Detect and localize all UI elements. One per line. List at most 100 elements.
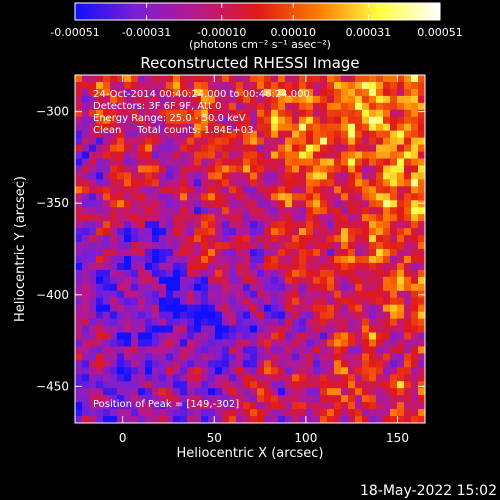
heatmap-cell	[397, 130, 405, 139]
heatmap-cell	[131, 116, 139, 125]
heatmap-cell	[236, 221, 244, 229]
heatmap-cell	[376, 137, 384, 145]
heatmap-cell	[236, 165, 244, 173]
heatmap-cell	[341, 165, 349, 173]
heatmap-cell	[152, 228, 160, 236]
heatmap-cell	[250, 207, 258, 215]
heatmap-cell	[278, 290, 286, 299]
heatmap-cell	[313, 381, 321, 389]
heatmap-cell	[152, 200, 160, 208]
heatmap-cell	[383, 193, 391, 201]
heatmap-cell	[89, 242, 97, 250]
heatmap-cell	[362, 339, 370, 347]
heatmap-cell	[131, 339, 139, 347]
heatmap-cell	[131, 346, 139, 354]
heatmap-cell	[376, 339, 384, 347]
heatmap-cell	[257, 402, 265, 410]
heatmap-cell	[103, 144, 111, 152]
heatmap-cell	[152, 242, 160, 250]
heatmap-cell	[348, 276, 356, 285]
heatmap-cell	[180, 249, 188, 257]
heatmap-cell	[96, 360, 104, 368]
heatmap-cell	[229, 360, 237, 368]
heatmap-cell	[117, 158, 125, 166]
heatmap-cell	[222, 416, 230, 423]
heatmap-cell	[82, 95, 90, 104]
heatmap-cell	[418, 214, 425, 222]
heatmap-cell	[362, 242, 370, 250]
heatmap-cell	[173, 214, 181, 222]
heatmap-cell	[320, 95, 328, 104]
heatmap-cell	[257, 75, 265, 83]
heatmap-cell	[236, 95, 244, 104]
heatmap-cell	[75, 221, 83, 229]
heatmap-cell	[264, 297, 272, 306]
heatmap-cell	[166, 262, 174, 271]
heatmap-cell	[89, 144, 97, 152]
heatmap-cell	[327, 179, 335, 187]
heatmap-cell	[236, 109, 244, 118]
heatmap-cell	[355, 388, 363, 396]
heatmap-cell	[327, 255, 335, 264]
heatmap-cell	[411, 186, 419, 194]
heatmap-cell	[306, 242, 314, 250]
heatmap-cell	[313, 75, 321, 83]
heatmap-cell	[138, 283, 146, 292]
heatmap-cell	[229, 374, 237, 382]
heatmap-cell	[117, 297, 125, 306]
heatmap-cell	[355, 200, 363, 208]
heatmap-cell	[152, 158, 160, 166]
heatmap-cell	[292, 304, 300, 313]
heatmap-cell	[145, 172, 153, 180]
heatmap-cell	[152, 416, 160, 423]
heatmap-cell	[138, 228, 146, 236]
heatmap-cell	[75, 116, 83, 125]
heatmap-cell	[96, 297, 104, 306]
heatmap-cell	[89, 193, 97, 201]
x-axis-title: Heliocentric X (arcsec)	[177, 446, 324, 461]
heatmap-cell	[194, 144, 202, 152]
heatmap-cell	[103, 75, 111, 83]
x-tick-label: 150	[386, 431, 409, 445]
heatmap-cell	[264, 276, 272, 285]
heatmap-cell	[348, 242, 356, 250]
heatmap-cell	[320, 409, 328, 417]
heatmap-cell	[334, 186, 342, 194]
heatmap-cell	[355, 179, 363, 187]
heatmap-cell	[376, 130, 384, 139]
heatmap-cell	[75, 81, 83, 90]
heatmap-cell	[334, 311, 342, 319]
heatmap-cell	[96, 276, 104, 285]
heatmap-cell	[159, 221, 167, 229]
heatmap-cell	[278, 228, 286, 236]
heatmap-cell	[110, 276, 118, 285]
heatmap-cell	[201, 81, 209, 90]
heatmap-cell	[222, 402, 230, 410]
heatmap-cell	[208, 339, 216, 347]
heatmap-cell	[180, 228, 188, 236]
heatmap-cell	[418, 193, 425, 201]
heatmap-cell	[208, 172, 216, 180]
heatmap-cell	[264, 137, 272, 145]
heatmap-cell	[131, 75, 139, 83]
heatmap-cell	[229, 179, 237, 187]
heatmap-cell	[411, 207, 419, 215]
heatmap-cell	[257, 318, 265, 326]
heatmap-cell	[257, 242, 265, 250]
heatmap-cell	[194, 179, 202, 187]
heatmap-cell	[390, 214, 398, 222]
heatmap-cell	[243, 102, 251, 111]
heatmap-cell	[271, 346, 279, 354]
heatmap-cell	[334, 318, 342, 326]
heatmap-cell	[145, 374, 153, 382]
heatmap-cell	[320, 130, 328, 139]
heatmap-cell	[243, 249, 251, 257]
heatmap-cell	[236, 290, 244, 299]
heatmap-cell	[215, 269, 223, 278]
heatmap-cell	[145, 228, 153, 236]
heatmap-cell	[159, 297, 167, 306]
heatmap-cell	[411, 381, 419, 389]
heatmap-cell	[103, 360, 111, 368]
heatmap-cell	[362, 409, 370, 417]
heatmap-cell	[236, 395, 244, 403]
